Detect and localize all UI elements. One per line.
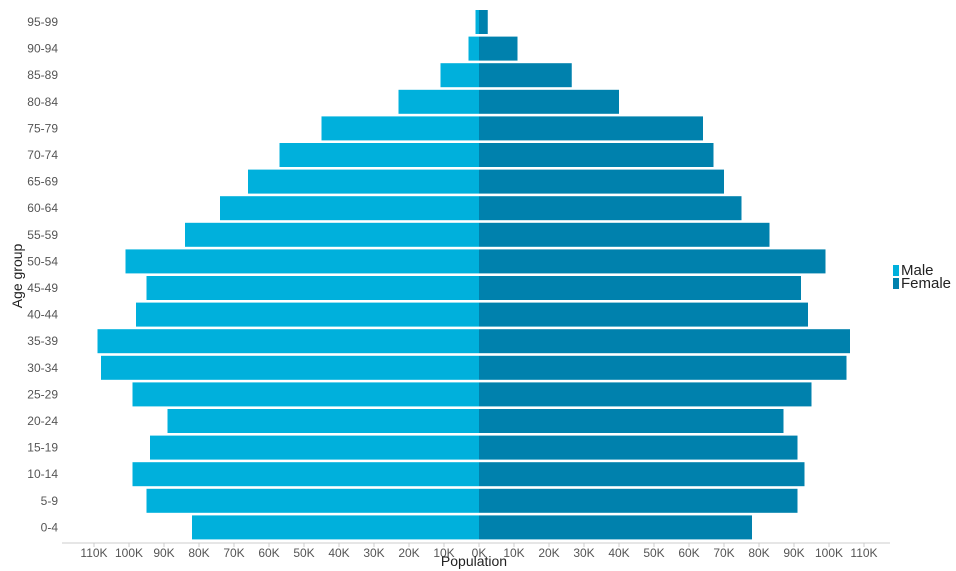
y-tick-label-40-44: 40-44 <box>27 308 58 322</box>
x-tick-label: 10K <box>433 546 454 560</box>
y-tick-label-5-9: 5-9 <box>41 494 59 508</box>
x-tick-label: 10K <box>503 546 524 560</box>
y-tick-label-60-64: 60-64 <box>27 201 58 215</box>
legend-item-male[interactable]: Male <box>893 262 951 279</box>
x-tick-label: 90K <box>153 546 174 560</box>
bar-female-65-69[interactable] <box>479 169 724 194</box>
y-tick-label-70-74: 70-74 <box>27 148 58 162</box>
y-tick-label-50-54: 50-54 <box>27 254 58 268</box>
x-tick-label: 60K <box>678 546 699 560</box>
bar-male-25-29[interactable] <box>132 382 480 407</box>
x-tick-label: 20K <box>538 546 559 560</box>
x-tick-label: 100K <box>815 546 843 560</box>
y-tick-label-10-14: 10-14 <box>27 467 58 481</box>
legend-label-female: Female <box>901 275 952 292</box>
y-tick-label-20-24: 20-24 <box>27 414 58 428</box>
bar-female-35-39[interactable] <box>479 329 850 354</box>
bar-female-50-54[interactable] <box>479 249 826 274</box>
legend: Male Female <box>893 262 952 292</box>
y-tick-label-30-34: 30-34 <box>27 361 58 375</box>
bar-female-80-84[interactable] <box>479 89 619 114</box>
bar-male-45-49[interactable] <box>146 276 480 300</box>
y-tick-label-90-94: 90-94 <box>27 42 58 56</box>
bar-female-60-64[interactable] <box>479 196 742 221</box>
y-tick-label-35-39: 35-39 <box>27 334 58 348</box>
bar-female-15-19[interactable] <box>479 435 798 460</box>
y-tick-label-25-29: 25-29 <box>27 387 58 401</box>
bar-female-5-9[interactable] <box>479 488 798 513</box>
x-tick-label: 0K <box>472 546 487 560</box>
legend-swatch-male <box>893 265 899 276</box>
bar-male-95-99[interactable] <box>475 10 480 34</box>
y-tick-label-45-49: 45-49 <box>27 281 58 295</box>
bar-female-70-74[interactable] <box>479 143 714 167</box>
bar-male-50-54[interactable] <box>125 249 480 274</box>
bar-male-80-84[interactable] <box>398 89 480 114</box>
y-tick-label-80-84: 80-84 <box>27 95 58 109</box>
bar-female-0-4[interactable] <box>479 515 752 540</box>
y-tick-label-85-89: 85-89 <box>27 68 58 82</box>
bar-male-5-9[interactable] <box>146 488 480 513</box>
y-tick-label-95-99: 95-99 <box>27 15 58 29</box>
bar-female-25-29[interactable] <box>479 382 812 407</box>
y-tick-label-55-59: 55-59 <box>27 228 58 242</box>
bar-female-55-59[interactable] <box>479 222 770 247</box>
bar-male-75-79[interactable] <box>321 116 480 141</box>
x-tick-label: 60K <box>258 546 279 560</box>
bar-female-40-44[interactable] <box>479 302 808 327</box>
bar-male-30-34[interactable] <box>101 355 479 380</box>
bar-male-35-39[interactable] <box>97 329 480 354</box>
bar-male-85-89[interactable] <box>440 63 480 88</box>
y-tick-label-0-4: 0-4 <box>41 520 59 534</box>
x-tick-label: 40K <box>328 546 349 560</box>
x-tick-label: 90K <box>783 546 804 560</box>
bar-male-10-14[interactable] <box>132 462 480 487</box>
x-tick-label: 20K <box>398 546 419 560</box>
bar-male-0-4[interactable] <box>192 515 479 540</box>
x-tick-label: 70K <box>223 546 244 560</box>
bar-male-90-94[interactable] <box>468 36 480 61</box>
y-tick-label-15-19: 15-19 <box>27 441 58 455</box>
legend-label-male: Male <box>901 262 934 279</box>
x-tick-label: 80K <box>748 546 769 560</box>
bar-female-20-24[interactable] <box>479 409 784 433</box>
x-tick-label: 50K <box>293 546 314 560</box>
legend-swatch-female <box>893 278 899 289</box>
x-tick-label: 50K <box>643 546 664 560</box>
bar-male-60-64[interactable] <box>220 196 479 221</box>
y-tick-label-65-69: 65-69 <box>27 175 58 189</box>
bar-female-75-79[interactable] <box>479 116 703 141</box>
bar-male-20-24[interactable] <box>167 409 480 433</box>
x-axis-title: Population <box>441 553 507 569</box>
bar-male-70-74[interactable] <box>279 143 480 167</box>
x-tick-label: 70K <box>713 546 734 560</box>
legend-item-female[interactable]: Female <box>893 275 952 292</box>
bar-male-15-19[interactable] <box>150 435 479 460</box>
bar-female-95-99[interactable] <box>479 10 488 34</box>
y-axis-title: Age group <box>9 243 25 308</box>
bar-female-90-94[interactable] <box>479 36 518 61</box>
x-tick-label: 110K <box>80 546 107 560</box>
x-tick-label: 100K <box>115 546 143 560</box>
bar-female-45-49[interactable] <box>479 276 801 300</box>
x-tick-label: 80K <box>188 546 209 560</box>
bar-male-55-59[interactable] <box>185 222 479 247</box>
bar-female-85-89[interactable] <box>479 63 572 88</box>
bar-female-30-34[interactable] <box>479 355 847 380</box>
x-tick-label: 30K <box>573 546 594 560</box>
y-tick-label-75-79: 75-79 <box>27 121 58 135</box>
x-tick-label: 40K <box>608 546 629 560</box>
x-tick-label: 30K <box>363 546 384 560</box>
bar-male-40-44[interactable] <box>136 302 479 327</box>
x-tick-label: 110K <box>850 546 877 560</box>
bar-male-65-69[interactable] <box>248 169 479 194</box>
bar-female-10-14[interactable] <box>479 462 805 487</box>
